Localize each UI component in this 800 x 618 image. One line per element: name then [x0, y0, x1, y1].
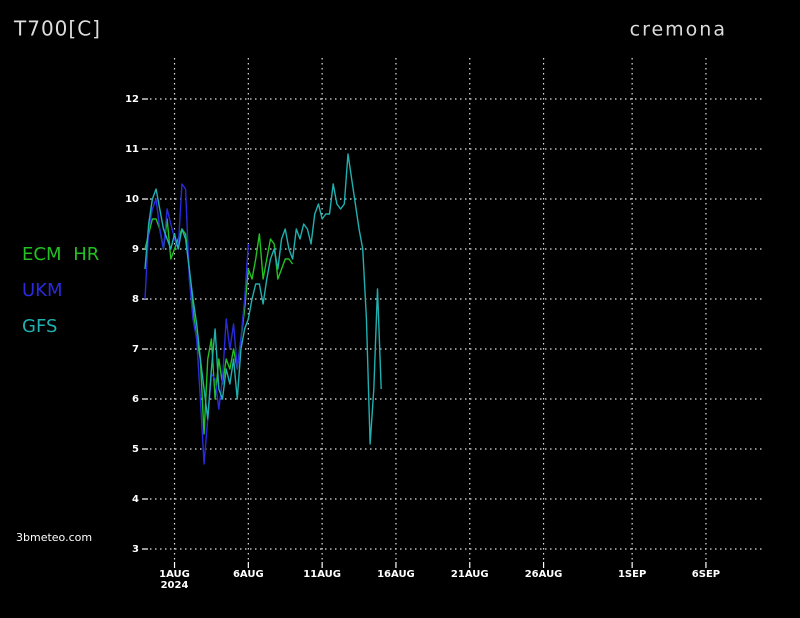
chart-title: T700[C] — [13, 17, 101, 41]
chart-subtitle: cremona — [630, 19, 727, 41]
legend-label: ECM HR — [22, 244, 99, 265]
y-tick-label: 5 — [132, 444, 139, 455]
legend-label: GFS — [22, 316, 57, 337]
x-tick-label: 16AUG — [377, 569, 415, 580]
x-tick-label: 6AUG — [233, 569, 264, 580]
y-tick-label: 10 — [125, 194, 139, 205]
y-tick-label: 6 — [132, 394, 139, 405]
y-tick-label: 8 — [132, 294, 139, 305]
y-tick-label: 9 — [132, 244, 139, 255]
x-tick-label: 1SEP — [618, 569, 646, 580]
x-tick-label: 6SEP — [692, 569, 720, 580]
y-tick-label: 7 — [132, 344, 139, 355]
x-tick-label: 26AUG — [525, 569, 563, 580]
x-tick-label: 11AUG — [303, 569, 341, 580]
y-tick-label: 11 — [125, 144, 139, 155]
source-label: 3bmeteo.com — [16, 531, 92, 544]
series-line — [144, 153, 382, 445]
y-tick-label: 4 — [132, 494, 139, 505]
x-year-label: 2024 — [161, 580, 189, 591]
series-line — [144, 183, 250, 465]
y-tick-label: 3 — [132, 544, 139, 555]
x-tick-label: 1AUG — [159, 569, 190, 580]
legend-label: UKM — [22, 280, 63, 301]
x-tick-label: 21AUG — [451, 569, 489, 580]
y-tick-label: 12 — [125, 94, 139, 105]
